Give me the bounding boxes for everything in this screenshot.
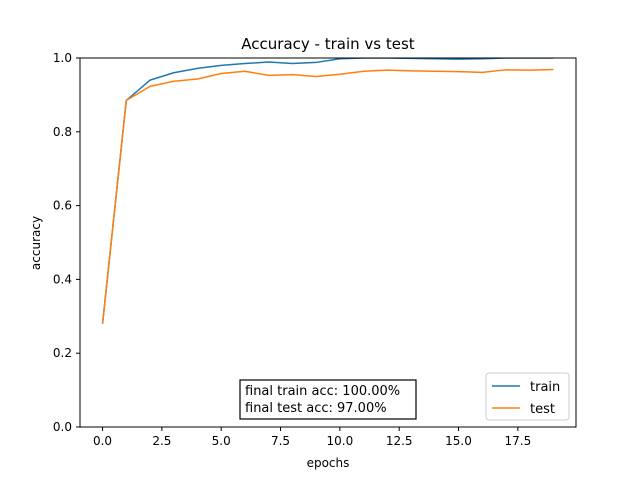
series-line-test — [101, 68, 554, 324]
x-tick-label: 12.5 — [386, 434, 413, 448]
series-layer — [101, 58, 554, 324]
chart-title: Accuracy - train vs test — [241, 35, 414, 53]
y-tick-label: 0.6 — [53, 199, 72, 213]
y-tick-label: 0.8 — [53, 125, 72, 139]
x-tick-label: 17.5 — [504, 434, 531, 448]
plot-frame — [79, 57, 577, 428]
x-tick-label: 7.5 — [271, 434, 290, 448]
annotation-test-text: final test acc: 97.00% — [245, 401, 387, 416]
legend-label-train: train — [530, 380, 560, 395]
legend: train test — [485, 372, 570, 421]
y-tick-label: 0.0 — [53, 420, 72, 434]
y-tick-label: 0.4 — [53, 272, 72, 286]
x-tick-label: 2.5 — [152, 434, 171, 448]
x-axis-ticks: 0.0 2.5 5.0 7.5 10.0 12.5 15.0 17.5 — [93, 427, 531, 448]
annotation-box-frame — [239, 379, 417, 420]
x-axis-label: epochs — [307, 456, 350, 470]
x-tick-label: 15.0 — [445, 434, 472, 448]
x-tick-label: 5.0 — [212, 434, 231, 448]
annotation-box: final train acc: 100.00% final test acc:… — [239, 379, 417, 420]
series-line-train — [101, 58, 554, 324]
legend-label-test: test — [530, 402, 555, 417]
y-axis-label: accuracy — [29, 216, 43, 270]
y-axis-ticks: 0.0 0.2 0.4 0.6 0.8 1.0 — [53, 51, 80, 434]
y-tick-label: 0.2 — [53, 346, 72, 360]
y-tick-label: 1.0 — [53, 51, 72, 65]
annotation-train-text: final train acc: 100.00% — [245, 384, 400, 399]
x-tick-label: 10.0 — [327, 434, 354, 448]
x-tick-label: 0.0 — [93, 434, 112, 448]
